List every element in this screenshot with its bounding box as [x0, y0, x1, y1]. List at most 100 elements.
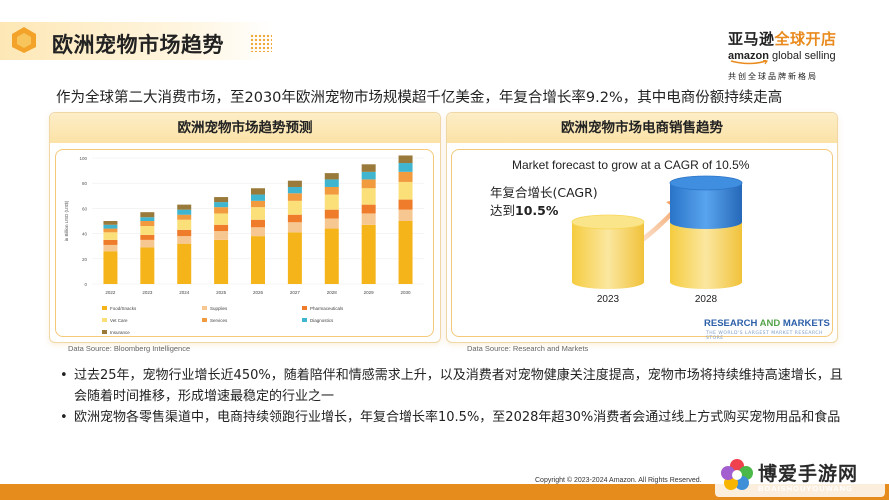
legend-label: Supplies: [210, 306, 228, 311]
bar-segment: [140, 221, 155, 227]
bar-segment: [140, 247, 155, 284]
bar-segment: [251, 219, 265, 228]
bar-segment: [361, 164, 376, 172]
bar-segment: [177, 229, 192, 237]
logo-amazon-word: amazon: [728, 50, 769, 62]
bar-segment: [140, 217, 155, 221]
bar-segment: [214, 224, 229, 232]
bar-segment: [251, 207, 265, 220]
research-and-markets-tagline: THE WORLD'S LARGEST MARKET RESEARCH STOR…: [706, 331, 823, 341]
bar-segment: [103, 251, 118, 284]
cylinder-body: [572, 222, 644, 289]
cagr-chart-card: Market forecast to grow at a CAGR of 10.…: [451, 149, 833, 341]
bar-segment: [177, 214, 192, 220]
bar-segment: [214, 202, 229, 208]
panel-title-right: 欧洲宠物市场电商销售趋势: [447, 113, 837, 143]
rm-brand-c: MARKETS: [780, 318, 830, 329]
legend-swatch: [302, 306, 307, 310]
bullet-text: 欧洲宠物各零售渠道中，电商持续领跑行业增长，年复合增长率10.5%，至2028年…: [74, 410, 841, 425]
bar-segment: [324, 179, 339, 187]
bar-segment: [324, 194, 339, 210]
bar-segment: [398, 163, 413, 172]
bar-segment: [398, 221, 413, 284]
legend-label: Diagnostics: [310, 318, 334, 323]
bar-segment: [251, 236, 265, 284]
watermark-badge: [715, 455, 885, 497]
bar-segment: [251, 200, 265, 208]
bar-segment: [324, 186, 339, 195]
legend-swatch: [102, 330, 107, 334]
bar-segment: [251, 188, 265, 195]
bar-segment: [287, 214, 302, 223]
amazon-global-selling-logo: 亚马逊全球开店 amazon global selling 共创全球品牌新格局: [728, 28, 838, 82]
bar-segment: [398, 155, 413, 164]
bar-segment: [214, 207, 229, 214]
y-tick-label: 60: [82, 206, 88, 211]
bar-segment: [140, 239, 155, 248]
x-tick-label: 2022: [105, 290, 116, 295]
y-tick-label: 0: [84, 282, 87, 287]
x-tick-label: 2025: [216, 290, 227, 295]
page-title: 欧洲宠物市场趋势: [52, 33, 224, 57]
bar-segment: [324, 228, 339, 284]
logo-en-text: global selling: [768, 50, 836, 62]
y-tick-label: 80: [82, 181, 88, 186]
cagr-prefix: 达到: [490, 203, 516, 218]
title-dot-pattern: [250, 34, 272, 52]
bar-segment: [251, 227, 265, 237]
bar-segment: [251, 194, 265, 201]
x-tick-label: 2027: [290, 290, 301, 295]
bar-segment: [103, 228, 118, 233]
bar-segment: [287, 180, 302, 187]
bar-segment: [177, 209, 192, 215]
bar-segment: [177, 236, 192, 244]
cagr-label: 年复合增长(CAGR): [490, 185, 598, 200]
bar-segment: [287, 222, 302, 233]
y-tick-label: 20: [82, 257, 88, 262]
rm-brand-a: RESEARCH: [704, 318, 760, 329]
bar-segment: [177, 204, 192, 210]
bullet-list: • 过去25年，宠物行业增长近450%，随着陪伴和情感需求上升，以及消费者对宠物健…: [60, 365, 850, 428]
bar-segment: [361, 179, 376, 189]
bar-segment: [361, 224, 376, 284]
bar-segment: [398, 181, 413, 200]
x-tick-label: 2030: [401, 290, 412, 295]
market-forecast-panel: 欧洲宠物市场趋势预测 0 20 40 60 80 100 in Billion USD (U…: [49, 112, 441, 343]
x-tick-label: 2026: [253, 290, 264, 295]
bar-segment: [398, 171, 413, 182]
copyright-text: Copyright © 2023-2024 Amazon. All Rights…: [535, 477, 702, 484]
bar-segment: [287, 200, 302, 215]
watermark-text: 博爱手游网: [758, 463, 859, 485]
legend-swatch: [302, 318, 307, 322]
stacked-bar-chart: 0 20 40 60 80 100 in Billion USD (US$) 2022 2023…: [64, 155, 424, 335]
bar-segment: [287, 232, 302, 284]
bar-segment: [140, 212, 155, 218]
research-and-markets-logo: RESEARCH AND MARKETS: [704, 318, 830, 329]
cylinder-top: [669, 175, 743, 191]
legend-label: Food/Snacks: [110, 306, 137, 311]
bar-segment: [398, 209, 413, 221]
cylinder-body: [670, 222, 742, 289]
bullet-dot-icon: •: [60, 368, 68, 383]
left-source-note: Data Source: Bloomberg Intelligence: [68, 344, 191, 353]
right-source-note: Data Source: Research and Markets: [467, 344, 589, 353]
bullet-dot-icon: •: [60, 410, 68, 425]
legend-swatch: [102, 318, 107, 322]
bar-segment: [103, 232, 118, 240]
bar-segment: [214, 231, 229, 240]
bar-segment: [103, 244, 118, 252]
bullet-text: 过去25年，宠物行业增长近450%，随着陪伴和情感需求上升，以及消费者对宠物健康…: [74, 368, 843, 404]
y-tick-label: 40: [82, 232, 88, 237]
logo-tagline: 共创全球品牌新格局: [728, 72, 818, 81]
legend-label: Insurance: [110, 330, 130, 335]
bar-segment: [103, 221, 118, 225]
bar-segment: [214, 239, 229, 284]
bar-segment: [287, 186, 302, 194]
cagr-chart-title: Market forecast to grow at a CAGR of 10.…: [512, 158, 750, 172]
y-tick-label: 100: [79, 156, 87, 161]
bar-segment: [324, 209, 339, 219]
rm-brand-b: AND: [759, 318, 781, 329]
cylinder-top: [571, 214, 645, 230]
bar-segment: [214, 197, 229, 203]
bar-segment: [398, 199, 413, 210]
